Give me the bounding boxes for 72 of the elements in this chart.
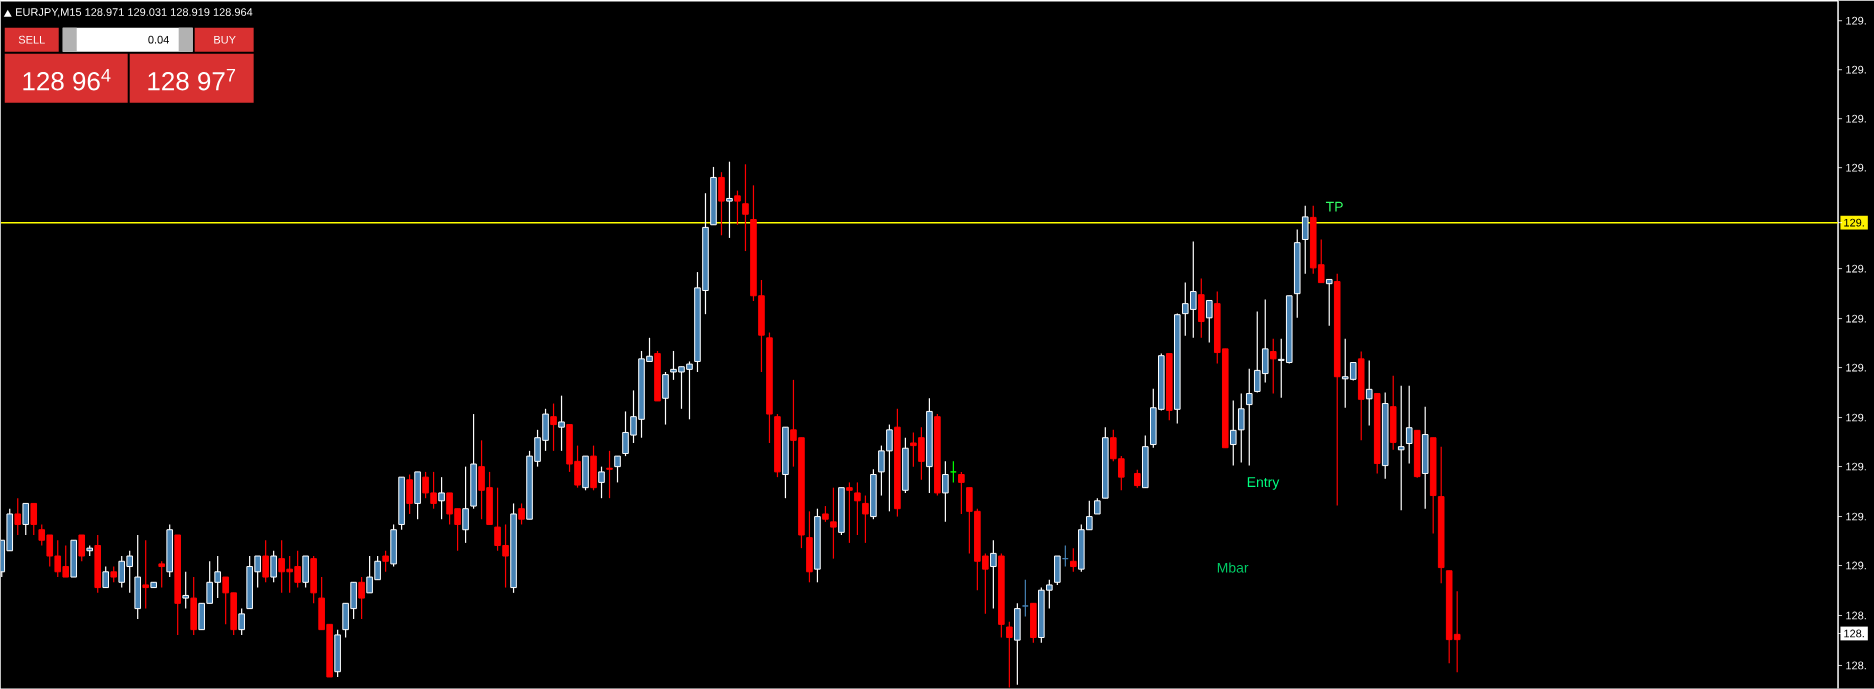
candlestick — [1325, 278, 1333, 327]
text: 129. — [1846, 314, 1866, 323]
candlestick — [30, 502, 38, 536]
candlestick — [846, 481, 853, 544]
candlestick — [662, 371, 669, 426]
candlestick — [270, 550, 277, 583]
candlestick — [550, 402, 557, 452]
candlestick — [1006, 621, 1013, 688]
candlestick — [14, 497, 22, 536]
candlestick — [102, 565, 110, 589]
text: 128 96$^{4}$ — [23, 68, 111, 91]
text: 129. — [1844, 218, 1864, 227]
text: 129. — [1846, 413, 1866, 422]
text: 129. — [1846, 363, 1866, 372]
candlestick — [558, 394, 565, 452]
text: 0.04 — [148, 35, 169, 44]
text: 129. — [1846, 264, 1866, 273]
text: 129. — [1846, 114, 1866, 123]
candlestick — [1405, 384, 1413, 464]
candlestick — [1365, 359, 1373, 427]
chart-title: EURJPY,M15 128.971 129.031 128.919 128.964 — [16, 8, 253, 18]
text: SELL — [18, 35, 45, 44]
candlestick — [1269, 338, 1277, 395]
candlestick — [1205, 299, 1213, 344]
candlestick — [518, 502, 525, 525]
text: 129. — [1846, 16, 1866, 25]
candlestick — [262, 539, 269, 583]
text: 129. — [1846, 561, 1866, 570]
candlestick — [734, 189, 741, 226]
annotation: TP — [1325, 201, 1343, 212]
annotation: Entry — [1247, 477, 1280, 490]
candlestick — [1070, 547, 1077, 573]
candlestick — [598, 465, 605, 499]
text: 129. — [1846, 512, 1866, 521]
candlestick — [830, 486, 837, 560]
candlestick — [606, 450, 613, 499]
candlestick — [22, 502, 30, 536]
candlestick — [718, 171, 725, 236]
candlestick — [1022, 578, 1029, 617]
text: 128. — [1846, 661, 1866, 670]
text: 129. — [1846, 462, 1866, 471]
candlestick — [78, 534, 86, 562]
candlestick — [1229, 399, 1237, 467]
candlestick — [1301, 205, 1309, 275]
candlestick — [462, 465, 469, 544]
text: 128 97$^{7}$ — [148, 68, 236, 91]
candlestick — [358, 576, 365, 620]
candlestick — [950, 460, 957, 483]
text: BUY — [214, 35, 236, 44]
candlestick — [958, 471, 965, 515]
candlestick — [142, 539, 149, 610]
text: 129. — [1846, 65, 1866, 74]
text: 128. — [1844, 629, 1864, 638]
candlestick — [742, 163, 749, 252]
candlestick — [990, 539, 997, 610]
candlestick — [726, 160, 733, 239]
candlestick — [438, 476, 445, 520]
annotation: Mbar — [1217, 562, 1249, 573]
candlestick — [238, 607, 245, 636]
candlestick — [406, 473, 413, 515]
candlestick — [854, 481, 861, 536]
text: 129. — [1846, 163, 1866, 172]
candlestick — [942, 460, 949, 523]
candlestick — [1245, 368, 1253, 467]
candlestick — [158, 560, 165, 589]
candlestick — [182, 571, 189, 610]
candlestick — [614, 455, 621, 483]
text: 128. — [1846, 611, 1866, 620]
candlestick — [1397, 384, 1405, 511]
candlestick — [862, 494, 869, 544]
candlestick — [382, 550, 389, 573]
candlestick — [1237, 392, 1245, 463]
